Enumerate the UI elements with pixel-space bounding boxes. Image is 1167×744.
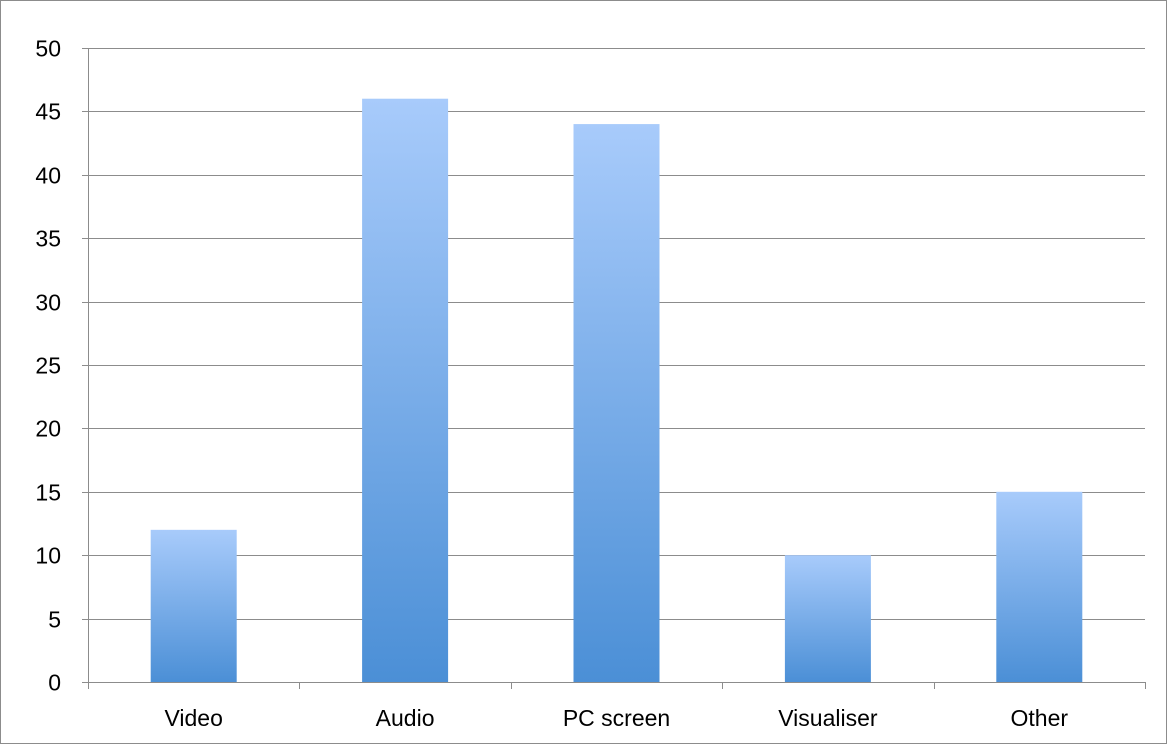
y-tick-label: 5 [48, 607, 61, 633]
tick-labels: 0 5 10 15 20 25 30 35 40 45 50 Video Audio PC screen V… [35, 36, 1068, 732]
y-tick-label: 45 [35, 99, 61, 125]
bar-pc-screen [573, 124, 660, 682]
y-tick-label: 20 [35, 416, 61, 442]
x-tick-label: Video [164, 705, 222, 731]
y-tick-label: 25 [35, 353, 61, 379]
gridlines [88, 48, 1145, 620]
y-tick-label: 15 [35, 480, 61, 506]
x-tick-label: Audio [376, 705, 435, 731]
x-tick-label: PC screen [563, 705, 670, 731]
bar-video [150, 529, 237, 682]
y-tick-label: 0 [48, 670, 61, 696]
y-tick-label: 50 [35, 36, 61, 62]
y-tick-label: 40 [35, 163, 61, 189]
bars [150, 98, 1083, 683]
y-tick-label: 10 [35, 543, 61, 569]
y-tick-label: 35 [35, 226, 61, 252]
bar-visualiser [784, 555, 871, 682]
bar-other [996, 491, 1083, 682]
y-tick-label: 30 [35, 290, 61, 316]
x-tick-label: Other [1011, 705, 1069, 731]
bar-audio [362, 98, 449, 683]
x-tick-label: Visualiser [778, 705, 878, 731]
axes [82, 48, 1146, 689]
